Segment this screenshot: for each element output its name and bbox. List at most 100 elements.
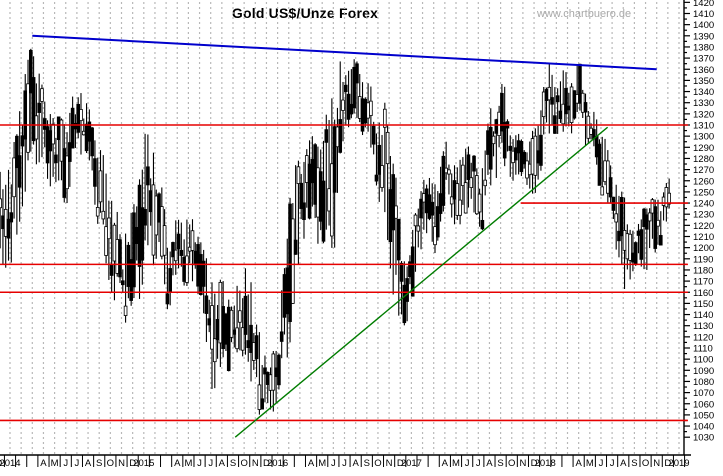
svg-text:M: M bbox=[318, 458, 326, 469]
svg-text:J: J bbox=[75, 458, 80, 469]
svg-text:A: A bbox=[308, 458, 315, 469]
svg-text:A: A bbox=[442, 458, 449, 469]
svg-text:D: D bbox=[664, 458, 671, 469]
svg-text:1270: 1270 bbox=[693, 165, 714, 176]
svg-text:1300: 1300 bbox=[693, 132, 714, 143]
svg-text:2016: 2016 bbox=[267, 458, 288, 469]
svg-text:S: S bbox=[364, 458, 370, 469]
chart-title: Gold US$/Unze Forex bbox=[231, 5, 379, 21]
svg-text:J: J bbox=[599, 458, 604, 469]
svg-text:1420: 1420 bbox=[693, 0, 714, 9]
svg-text:1360: 1360 bbox=[693, 65, 714, 76]
svg-text:2017: 2017 bbox=[401, 458, 422, 469]
svg-text:1240: 1240 bbox=[693, 199, 714, 210]
svg-text:J: J bbox=[197, 458, 202, 469]
svg-text:1340: 1340 bbox=[693, 87, 714, 98]
svg-text:1070: 1070 bbox=[693, 388, 714, 399]
svg-text:N: N bbox=[252, 458, 259, 469]
svg-text:A: A bbox=[174, 458, 181, 469]
svg-text:A: A bbox=[219, 458, 226, 469]
svg-text:1040: 1040 bbox=[693, 422, 714, 433]
svg-text:O: O bbox=[107, 458, 114, 469]
svg-text:A: A bbox=[352, 458, 359, 469]
svg-text:1200: 1200 bbox=[693, 243, 714, 254]
svg-text:A: A bbox=[40, 458, 47, 469]
svg-text:O: O bbox=[374, 458, 381, 469]
watermark-text: www.chartbuero.de bbox=[537, 8, 632, 20]
svg-text:S: S bbox=[631, 458, 637, 469]
x-axis-labels: D2014AMJJASOND2015AMJJASOND2016AMJJASOND… bbox=[0, 455, 690, 469]
svg-text:S: S bbox=[230, 458, 236, 469]
svg-text:1350: 1350 bbox=[693, 76, 714, 87]
svg-text:2018: 2018 bbox=[535, 458, 556, 469]
svg-text:J: J bbox=[465, 458, 470, 469]
svg-text:2014: 2014 bbox=[0, 458, 21, 469]
svg-text:2019: 2019 bbox=[668, 458, 689, 469]
svg-text:1260: 1260 bbox=[693, 176, 714, 187]
svg-text:J: J bbox=[342, 458, 347, 469]
svg-text:A: A bbox=[486, 458, 493, 469]
svg-text:1190: 1190 bbox=[693, 254, 713, 265]
svg-text:1090: 1090 bbox=[693, 366, 714, 377]
svg-text:2015: 2015 bbox=[133, 458, 154, 469]
svg-text:N: N bbox=[386, 458, 393, 469]
svg-text:1080: 1080 bbox=[693, 377, 714, 388]
svg-text:M: M bbox=[586, 458, 594, 469]
svg-text:M: M bbox=[452, 458, 460, 469]
svg-text:J: J bbox=[63, 458, 68, 469]
price-bars bbox=[0, 48, 671, 415]
svg-text:1160: 1160 bbox=[693, 288, 713, 299]
svg-text:1130: 1130 bbox=[693, 321, 713, 332]
y-axis-labels: 1030104010501060107010801090110011101120… bbox=[684, 0, 714, 444]
svg-text:D: D bbox=[129, 458, 136, 469]
svg-text:1330: 1330 bbox=[693, 98, 714, 109]
svg-text:M: M bbox=[51, 458, 59, 469]
svg-text:1320: 1320 bbox=[693, 109, 714, 120]
svg-text:1400: 1400 bbox=[693, 20, 714, 31]
svg-text:A: A bbox=[620, 458, 627, 469]
svg-text:A: A bbox=[575, 458, 582, 469]
svg-text:1140: 1140 bbox=[693, 310, 713, 321]
svg-text:1380: 1380 bbox=[693, 42, 714, 53]
svg-text:S: S bbox=[497, 458, 503, 469]
svg-text:1050: 1050 bbox=[693, 410, 714, 421]
svg-text:J: J bbox=[476, 458, 481, 469]
svg-text:J: J bbox=[331, 458, 336, 469]
svg-text:1120: 1120 bbox=[693, 332, 713, 343]
svg-text:1280: 1280 bbox=[693, 154, 714, 165]
svg-text:O: O bbox=[508, 458, 515, 469]
svg-text:D: D bbox=[0, 458, 2, 469]
svg-text:N: N bbox=[653, 458, 660, 469]
svg-text:1210: 1210 bbox=[693, 232, 714, 243]
trendlines bbox=[32, 34, 657, 438]
support-resistance-lines bbox=[0, 124, 688, 422]
svg-text:J: J bbox=[208, 458, 213, 469]
svg-text:1310: 1310 bbox=[693, 121, 714, 132]
svg-text:D: D bbox=[531, 458, 538, 469]
svg-text:1170: 1170 bbox=[693, 277, 713, 288]
svg-text:O: O bbox=[240, 458, 247, 469]
svg-text:1060: 1060 bbox=[693, 399, 714, 410]
svg-text:O: O bbox=[642, 458, 649, 469]
svg-text:1230: 1230 bbox=[693, 210, 714, 221]
svg-text:1150: 1150 bbox=[693, 299, 713, 310]
svg-text:1250: 1250 bbox=[693, 187, 714, 198]
svg-text:A: A bbox=[85, 458, 92, 469]
descending-resistance bbox=[32, 34, 657, 71]
svg-text:1370: 1370 bbox=[693, 54, 714, 65]
svg-text:1110: 1110 bbox=[693, 344, 713, 355]
svg-text:1410: 1410 bbox=[693, 9, 714, 20]
svg-text:D: D bbox=[397, 458, 404, 469]
svg-text:J: J bbox=[610, 458, 615, 469]
svg-text:N: N bbox=[118, 458, 125, 469]
svg-text:M: M bbox=[184, 458, 192, 469]
svg-text:1030: 1030 bbox=[693, 433, 714, 444]
svg-text:1290: 1290 bbox=[693, 143, 714, 154]
ascending-support bbox=[234, 126, 609, 438]
svg-text:D: D bbox=[263, 458, 270, 469]
svg-text:1220: 1220 bbox=[693, 221, 714, 232]
svg-text:1100: 1100 bbox=[693, 355, 713, 366]
svg-text:N: N bbox=[519, 458, 526, 469]
